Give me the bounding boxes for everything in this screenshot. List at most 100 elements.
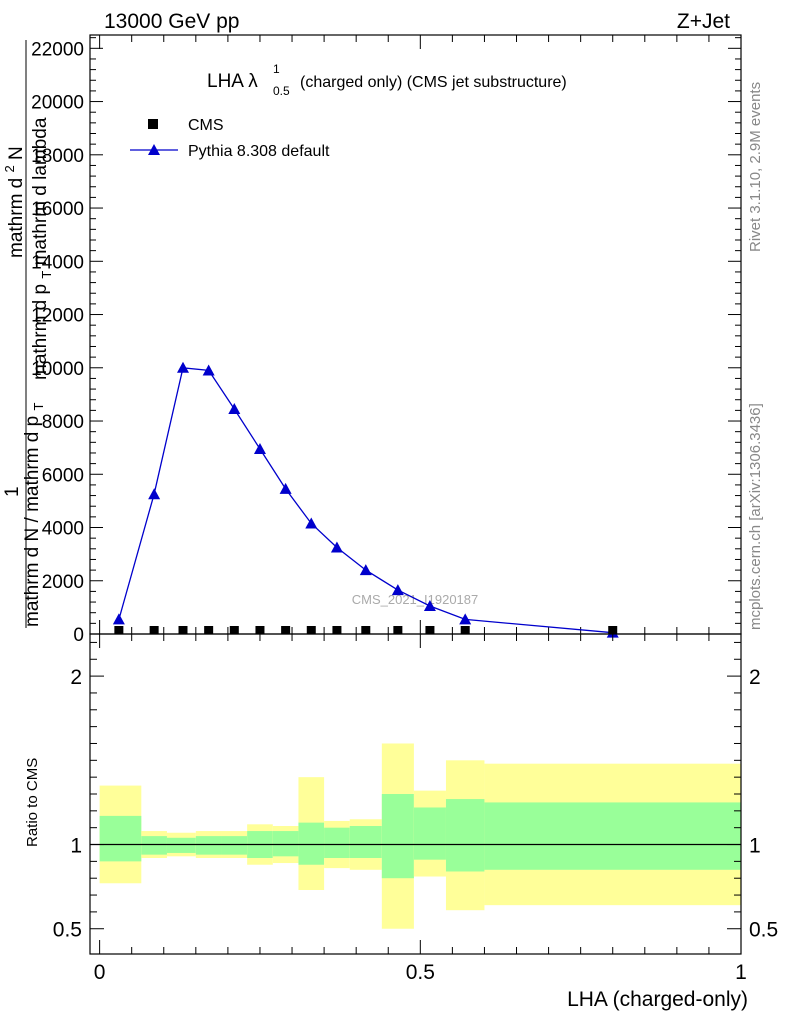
cms-point — [178, 626, 188, 634]
ratio-green-band-bin — [166, 837, 196, 853]
pythia-point — [202, 364, 215, 376]
ratio-y-axis-title: Ratio to CMS — [24, 758, 41, 847]
svg-text:mathrm d p T math: mathrm d p T mathrm d lambda — [30, 117, 56, 380]
title-main: LHA λ — [207, 71, 258, 92]
main-y-tick-label: 20000 — [31, 93, 84, 114]
pythia-line — [118, 367, 613, 634]
main-series-layer — [112, 361, 619, 638]
cms-point — [229, 626, 239, 634]
ratio-green-band-bin — [141, 836, 167, 855]
legend: CMS Pythia 8.308 default — [130, 117, 330, 160]
main-y-tick-label: 18000 — [31, 146, 84, 167]
ratio-green-band-bin — [195, 836, 222, 855]
main-y-tick-label: 16000 — [31, 199, 84, 220]
pythia-point — [305, 517, 318, 529]
ratio-y-axis: 0.5 0.5 1 1 2 2 — [53, 641, 778, 942]
legend-label-pythia: Pythia 8.308 default — [188, 143, 330, 160]
ratio-green-band-bin — [381, 794, 414, 879]
main-y-tick-label: 0 — [73, 625, 84, 646]
cms-point — [306, 626, 316, 634]
title-subscript: 0.5 — [273, 84, 290, 98]
cms-point — [608, 626, 618, 634]
cms-point — [332, 626, 342, 634]
ratio-green-band-bin — [445, 799, 485, 872]
legend-marker-pythia — [148, 144, 160, 155]
ratio-y-tick-label: 0.5 — [53, 919, 82, 942]
plot-title: LHA λ 1 0.5 (charged only) (CMS jet subs… — [207, 62, 567, 98]
title-superscript: 1 — [273, 62, 280, 76]
ratio-y-tick-label: 2 — [70, 666, 82, 689]
pythia-point — [459, 613, 472, 625]
ratio-y-tick-label-right: 2 — [749, 666, 761, 689]
pythia-point — [112, 613, 125, 625]
cms-point — [281, 626, 291, 634]
ratio-green-band-bin — [484, 802, 741, 870]
ratio-y-tick-label: 1 — [70, 835, 82, 858]
cms-point — [361, 626, 371, 634]
main-y-tick-label: 14000 — [31, 252, 84, 273]
ratio-band-layer — [99, 743, 741, 929]
pythia-point — [148, 488, 161, 500]
rivet-version-label: Rivet 3.1.10, 2.9M events — [747, 82, 764, 252]
ratio-green-band-bin — [324, 827, 350, 858]
pythia-point — [253, 442, 266, 454]
ratio-x-axis: 0 0.5 1 — [94, 634, 747, 984]
ylabel-top-sup: 2 — [2, 165, 17, 172]
svg-text:(charged only) (CMS jet substr: (charged only) (CMS jet substructure) — [300, 74, 567, 91]
x-axis-title: LHA (charged-only) — [567, 988, 748, 1011]
pythia-point — [177, 361, 189, 373]
main-y-axis: 0 2000 4000 6000 8000 10000 12000 14000 16000 180… — [31, 37, 741, 646]
cms-point — [425, 626, 435, 634]
cms-point — [393, 626, 403, 634]
svg-text:0.5: 0.5 — [273, 84, 290, 98]
analysis-watermark: CMS_2021_I1920187 — [352, 592, 479, 607]
main-y-tick-label: 10000 — [31, 359, 84, 380]
legend-marker-cms — [148, 119, 158, 129]
pythia-point — [423, 600, 436, 612]
ratio-x-tick-label: 0 — [94, 961, 106, 984]
cms-point — [149, 626, 159, 634]
ratio-x-tick-label: 1 — [735, 961, 747, 984]
ratio-green-band-bin — [99, 815, 142, 862]
title-rest: (charged only) (CMS jet substructure) — [300, 74, 567, 91]
ylabel-top-den-sub: T — [39, 271, 54, 279]
ylabel-top-num: mathrm d — [6, 178, 27, 258]
ratio-y-tick-label-right: 1 — [749, 835, 761, 858]
cms-point — [255, 626, 265, 634]
cms-point — [460, 626, 470, 634]
svg-text:mathrm d 2 N: mathrm d 2 N — [0, 146, 27, 258]
ratio-green-band-bin — [349, 826, 382, 858]
ylabel-bottom-num: 1 — [2, 486, 23, 497]
ratio-green-band-bin — [413, 807, 446, 860]
svg-text:LHA λ: LHA λ — [207, 71, 258, 92]
ratio-y-tick-label-right: 0.5 — [749, 919, 778, 942]
svg-text:1: 1 — [273, 62, 280, 76]
main-y-axis-title: mathrm d N / mathrm d p T 1 mathrm d 2 N… — [0, 40, 56, 628]
pythia-point — [279, 482, 292, 494]
main-y-tick-label: 2000 — [42, 572, 84, 593]
cms-point — [114, 626, 124, 634]
ratio-green-band-bin — [298, 822, 325, 865]
ylabel-top-den: mathrm d p — [30, 284, 51, 380]
pythia-point — [330, 541, 343, 553]
pythia-point — [228, 403, 241, 415]
header-beam-label: 13000 GeV pp — [104, 10, 239, 33]
svg-text:1: 1 — [2, 486, 23, 497]
pythia-point — [391, 584, 404, 596]
main-y-tick-label: 12000 — [31, 306, 84, 327]
ratio-green-band-bin — [221, 836, 248, 855]
main-y-tick-label: 4000 — [42, 519, 84, 540]
ylabel-bottom-den: mathrm d N / mathrm d p — [22, 416, 43, 627]
header-process-label: Z+Jet — [677, 10, 730, 33]
ylabel-bottom-den-sub: T — [31, 403, 46, 411]
ratio-x-tick-label: 0.5 — [406, 961, 435, 984]
svg-text:mathrm d N / mathrm d p: mathrm d N / mathrm d p T — [22, 403, 46, 627]
main-y-tick-label: 6000 — [42, 465, 84, 486]
legend-label-cms: CMS — [188, 117, 224, 134]
ylabel-top-den2: mathrm d lambda — [30, 117, 51, 265]
main-y-tick-label: 22000 — [31, 39, 84, 60]
mcplots-label: mcplots.cern.ch [arXiv:1306.3436] — [747, 403, 764, 630]
cms-point — [204, 626, 214, 634]
pythia-point — [359, 564, 372, 576]
